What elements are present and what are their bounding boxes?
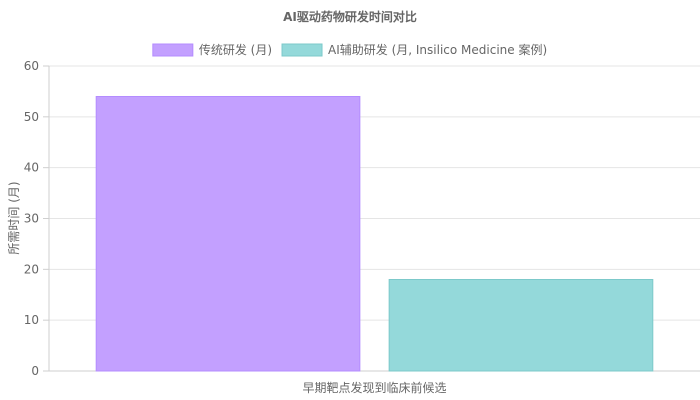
chart-title: AI驱动药物研发时间对比 [283,9,417,24]
y-tick-label: 0 [31,364,39,378]
y-tick-label: 10 [24,313,39,327]
bar-series-0[interactable] [95,96,361,372]
y-axis-title: 所需时间 (月) [7,181,21,254]
legend-label: AI辅助研发 (月, Insilico Medicine 案例) [328,42,547,57]
y-tick-label: 50 [24,110,39,124]
y-tick-label: 60 [24,59,39,73]
y-tick-label: 20 [24,262,39,276]
legend-swatch [281,43,323,57]
x-axis-ticks: 早期靶点发现到临床前候选 [302,380,446,395]
legend-swatch [152,43,194,57]
y-axis-ticks: 0 10 20 30 40 50 60 [24,59,49,378]
bar-series-1[interactable] [388,279,654,372]
legend-item-1[interactable]: AI辅助研发 (月, Insilico Medicine 案例) [281,42,547,57]
y-tick-label: 40 [24,161,39,175]
legend[interactable]: 传统研发 (月) AI辅助研发 (月, Insilico Medicine 案例) [152,42,547,57]
legend-item-0[interactable]: 传统研发 (月) [152,42,272,57]
legend-label: 传统研发 (月) [199,42,272,57]
x-tick-label: 早期靶点发现到临床前候选 [302,380,446,395]
y-tick-label: 30 [24,212,39,226]
bars [95,96,654,372]
